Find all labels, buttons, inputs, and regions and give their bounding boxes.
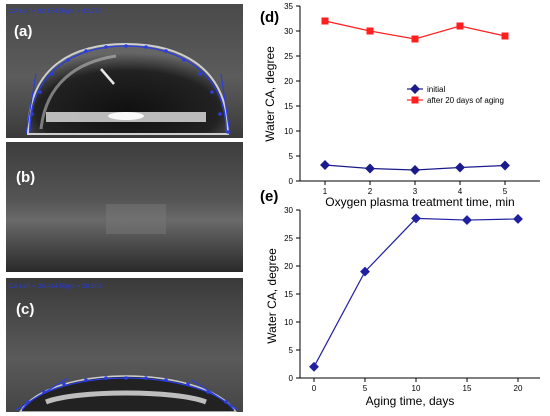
right-tangent-line: [220, 73, 231, 135]
y-tick-label: 25: [284, 234, 293, 243]
y-tick-label: 5: [289, 346, 294, 355]
data-point-initial: [455, 162, 465, 173]
y-tick-label: 10: [284, 318, 293, 327]
x-tick-label: 20: [514, 384, 523, 393]
x-tick-label: 3: [413, 187, 418, 196]
y-tick-label: 20: [284, 262, 293, 271]
x-axis-label: Aging time, days: [366, 394, 455, 408]
data-point-aged: [366, 27, 374, 35]
y-tick-label: 30: [284, 27, 293, 36]
data-point-aging: [462, 215, 472, 226]
photo-background: [6, 142, 243, 272]
y-axis-label: Water CA, degree: [265, 248, 279, 344]
fit-points: [30, 44, 230, 134]
y-tick-label: 15: [284, 290, 293, 299]
data-point-aging: [411, 213, 421, 224]
droplet-shape: [26, 42, 230, 135]
panel-label-d: (d): [260, 9, 279, 26]
x-tick-label: 5: [503, 187, 508, 196]
y-tick-label: 0: [289, 374, 294, 383]
legend-label-aged: after 20 days of aging: [427, 96, 504, 105]
contact-angle-readout: CA Left = 92.154 Right = 92.772: [9, 8, 102, 15]
y-tick-label: 25: [284, 52, 293, 61]
y-tick-label: 35: [284, 2, 293, 11]
data-point-initial: [410, 165, 420, 175]
droplet-photo-initial: CA Left = 92.154 Right = 92.772 (a): [6, 4, 243, 138]
data-point-initial: [365, 163, 375, 174]
panel-label-e: (e): [260, 188, 278, 205]
data-point-aging: [513, 214, 523, 224]
legend-label-initial: initial: [427, 85, 445, 94]
data-point-initial: [500, 160, 510, 171]
data-point-aged: [321, 17, 329, 25]
panel-label-c: (c): [16, 301, 34, 318]
chart-e-aging: (e) Water CA, degree Aging time, days 0 5…: [260, 188, 540, 408]
x-tick-label: 10: [412, 384, 421, 393]
y-tick-label: 5: [289, 152, 294, 161]
legend-marker-aged: [411, 96, 419, 104]
data-point-initial: [320, 160, 330, 170]
data-point-aged: [411, 35, 419, 43]
x-tick-label: 5: [363, 384, 368, 393]
contact-angle-readout: CA Left = 28.414 Right = 28.803: [9, 283, 102, 290]
data-point-aging: [309, 361, 319, 372]
y-tick-label: 0: [289, 177, 294, 186]
y-tick-label: 30: [284, 206, 293, 215]
legend-marker-initial: [410, 84, 420, 94]
data-point-aged: [501, 32, 509, 40]
y-axis-label: Water CA, degree: [263, 46, 277, 142]
left-tangent-line: [25, 73, 37, 135]
x-tick-label: 4: [458, 187, 463, 196]
panel-label-a: (a): [14, 23, 32, 40]
x-tick-label: 1: [323, 187, 328, 196]
series-line-aging: [313, 217, 519, 368]
chart-d-plasma-treatment: (d) Water CA, degree Oxygen plasma treat…: [260, 2, 540, 209]
droplet-photo-plasma-treated: (b): [6, 142, 243, 272]
x-tick-label: 15: [463, 384, 472, 393]
x-tick-label: 0: [312, 384, 317, 393]
data-point-aged: [456, 22, 464, 30]
x-axis-label: Oxygen plasma treatment time, min: [325, 195, 514, 209]
reflection-highlight: [100, 68, 115, 85]
x-tick-label: 2: [368, 187, 373, 196]
y-tick-label: 10: [284, 127, 293, 136]
right-tangent-line: [191, 379, 239, 411]
left-tangent-line: [15, 377, 69, 411]
y-tick-label: 15: [284, 102, 293, 111]
y-tick-label: 20: [284, 77, 293, 86]
charts-area: (d) Water CA, degree Oxygen plasma treat…: [260, 2, 540, 408]
chart-legend: initial after 20 days of aging: [407, 84, 504, 105]
panel-label-b: (b): [16, 169, 35, 186]
droplet-photo-aged: CA Left = 28.414 Right = 28.803 (c): [6, 278, 243, 412]
